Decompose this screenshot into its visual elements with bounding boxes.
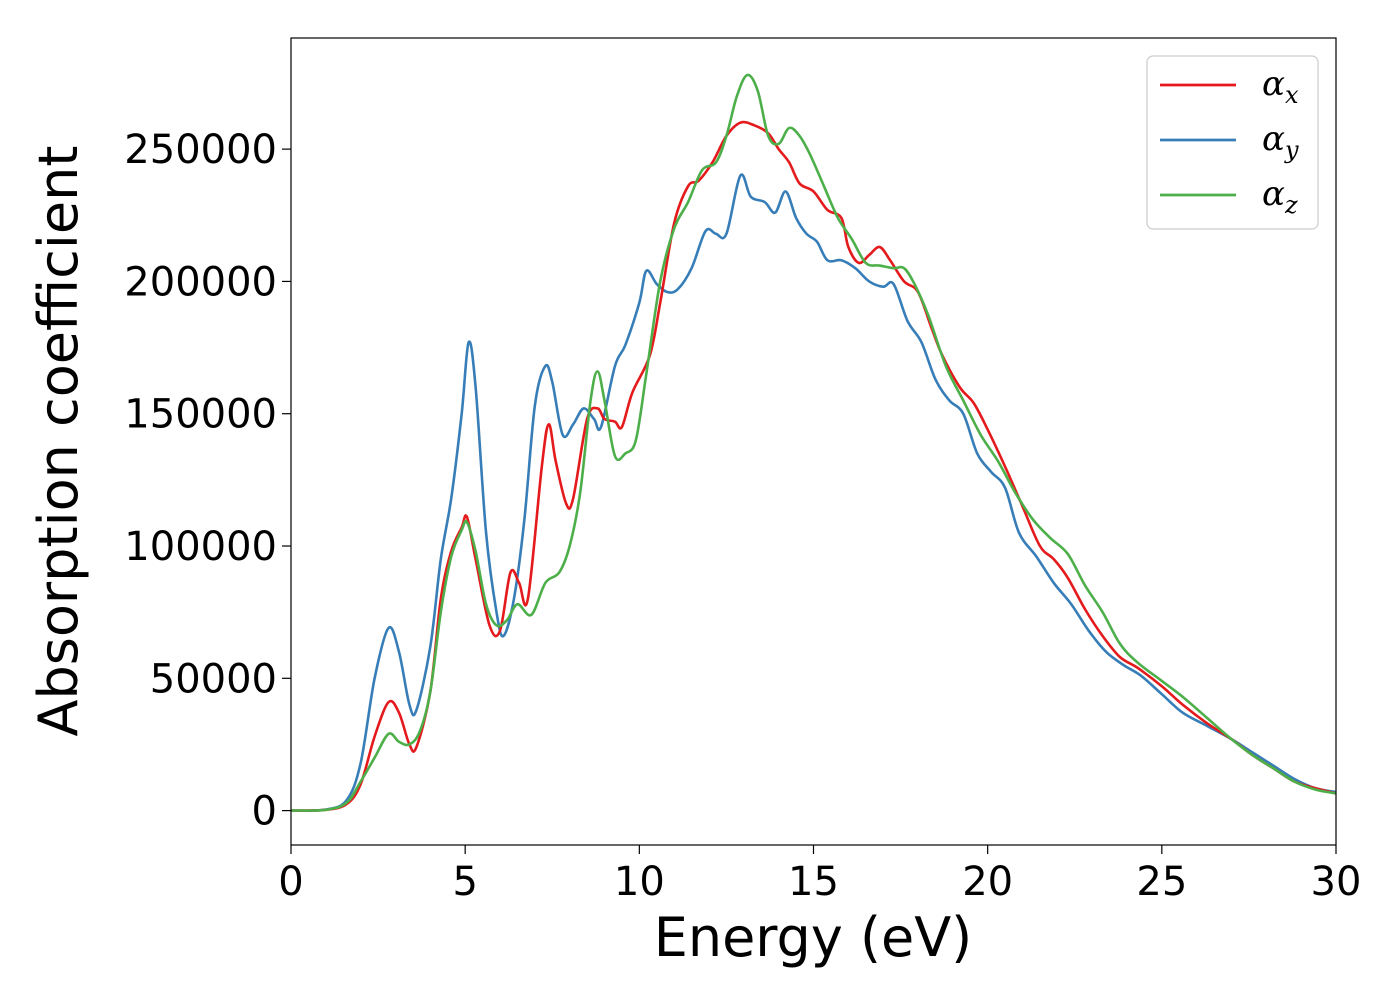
y-axis-title: Absorption coefficient (27, 146, 90, 737)
y-tick-label: 200000 (124, 259, 277, 305)
y-tick-label: 150000 (124, 392, 277, 438)
x-tick-label: 30 (1311, 859, 1362, 905)
x-tick-label: 25 (1136, 859, 1187, 905)
x-tick-label: 0 (278, 859, 303, 905)
y-tick-label: 250000 (124, 127, 277, 173)
x-tick-label: 10 (614, 859, 665, 905)
y-tick-label: 50000 (150, 656, 277, 702)
x-tick-label: 15 (788, 859, 839, 905)
y-axis: 0 50000 100000 150000 200000 250000 (124, 127, 291, 835)
x-tick-label: 5 (452, 859, 477, 905)
legend-subscript: y (1284, 136, 1299, 164)
x-axis: 0 5 10 15 20 25 30 (278, 845, 1361, 905)
legend-subscript: z (1284, 191, 1298, 219)
y-tick-label: 0 (252, 789, 277, 835)
y-tick-label: 100000 (124, 524, 277, 570)
series-line-alpha-y (290, 173, 1337, 812)
series-line-alpha-z (290, 73, 1337, 812)
x-tick-label: 20 (962, 859, 1013, 905)
series-layer (290, 73, 1337, 812)
legend-subscript: x (1285, 81, 1299, 109)
legend-box (1146, 55, 1319, 230)
x-axis-title: Energy (eV) (654, 906, 973, 969)
series-line-alpha-x (290, 120, 1337, 812)
